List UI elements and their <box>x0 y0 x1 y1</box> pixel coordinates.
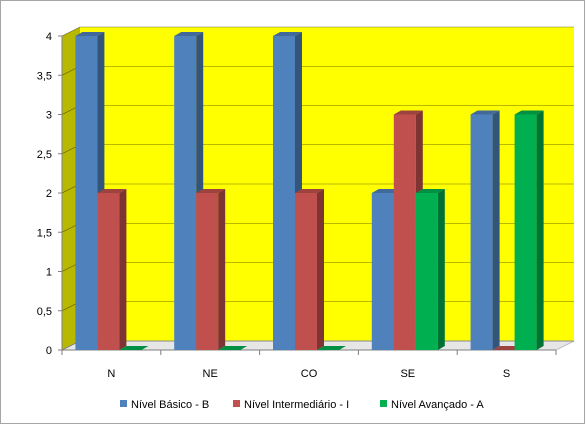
legend-swatch <box>233 400 240 407</box>
bar <box>372 193 394 350</box>
bar-side <box>493 111 500 351</box>
x-tick-label: N <box>107 368 115 380</box>
y-tick-label: 2 <box>46 188 52 200</box>
bar <box>75 36 97 350</box>
y-tick-label: 2,5 <box>37 149 52 161</box>
legend-swatch <box>380 400 387 407</box>
bar <box>273 36 295 350</box>
x-tick-label: S <box>503 368 510 380</box>
bar <box>416 193 438 350</box>
y-tick-label: 1,5 <box>37 227 52 239</box>
bar-side <box>119 189 126 350</box>
y-tick-label: 0 <box>46 345 52 357</box>
legend-label: Nível Intermediário - I <box>244 399 349 411</box>
legend-label: Nível Básico - B <box>131 399 209 411</box>
bar-side <box>537 111 544 351</box>
y-tick-label: 1 <box>46 267 52 279</box>
y-tick-label: 3 <box>46 110 52 122</box>
bar <box>295 193 317 350</box>
bar <box>174 36 196 350</box>
y-tick-label: 0,5 <box>37 306 52 318</box>
legend-label: Nível Avançado - A <box>391 399 484 411</box>
bar-side <box>317 189 324 350</box>
bar <box>97 193 119 350</box>
bar <box>394 115 416 351</box>
bar <box>471 115 493 351</box>
bar-side <box>218 189 225 350</box>
bar-side <box>438 189 445 350</box>
bar <box>515 115 537 351</box>
legend-swatch <box>120 400 127 407</box>
x-tick-label: NE <box>203 368 218 380</box>
y-tick-label: 4 <box>46 31 52 43</box>
x-tick-label: CO <box>301 368 318 380</box>
y-tick-label: 3,5 <box>37 70 52 82</box>
x-tick-label: SE <box>400 368 415 380</box>
bar <box>196 193 218 350</box>
